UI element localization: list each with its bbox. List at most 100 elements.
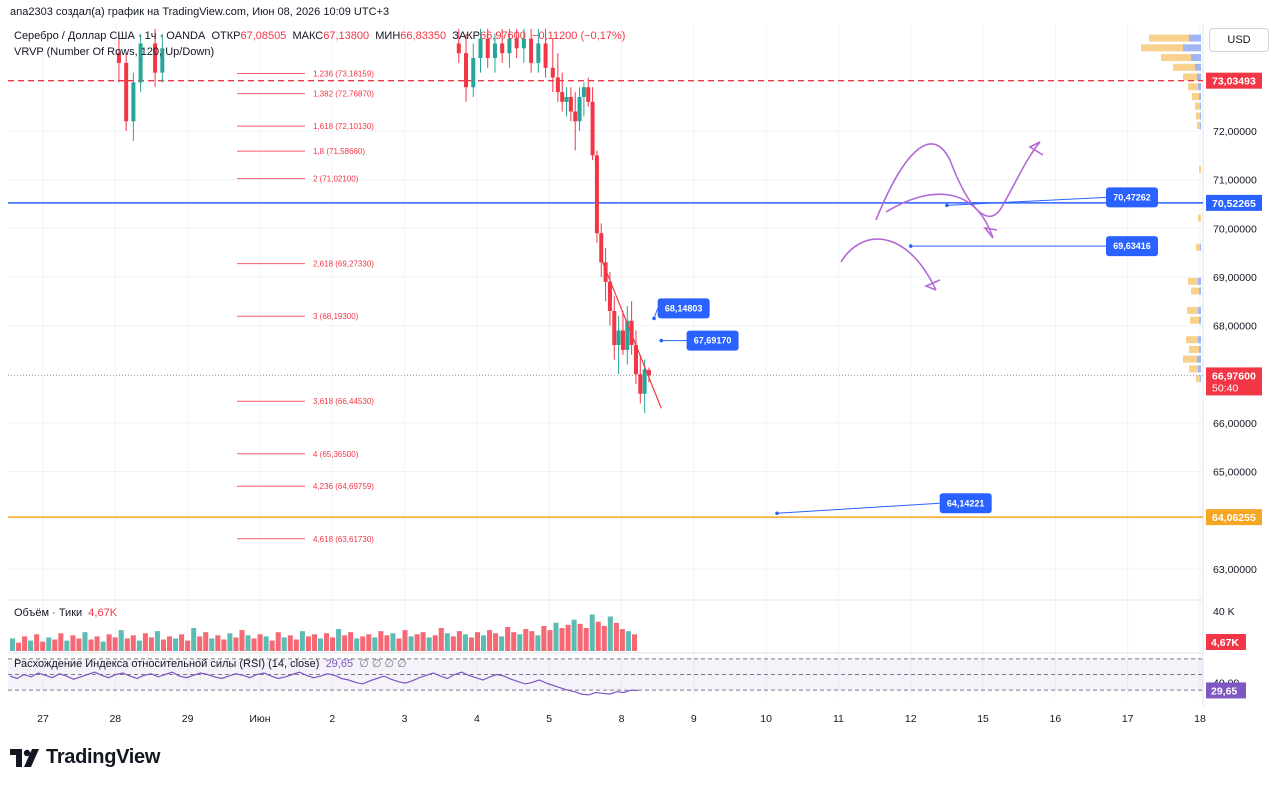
volume-bar bbox=[203, 632, 209, 651]
volume-bar bbox=[607, 616, 613, 651]
volume-bar bbox=[583, 628, 589, 651]
volume-bar bbox=[70, 635, 76, 651]
fib-label: 4,236 (64,69759) bbox=[313, 482, 374, 491]
volume-bar bbox=[76, 638, 82, 651]
profile-bar-up bbox=[1200, 102, 1201, 110]
price-tick: 71,00000 bbox=[1213, 175, 1257, 187]
volume-legend[interactable]: Объём · Тики 4,67K bbox=[14, 607, 117, 619]
fib-label: 4 (65,36500) bbox=[313, 450, 359, 459]
symbol-legend[interactable]: Серебро / Доллар США · 1ч · OANDA ОТКР67… bbox=[14, 30, 625, 42]
profile-bar-up bbox=[1198, 83, 1201, 91]
fib-label: 2 (71,02100) bbox=[313, 175, 359, 184]
candle-body bbox=[616, 330, 621, 346]
profile-bar-up bbox=[1183, 44, 1201, 52]
rsi-legend[interactable]: Расхождение Индекса относительной силы (… bbox=[14, 657, 407, 670]
low-value: 66,83350 bbox=[400, 30, 447, 42]
time-axis[interactable]: 27 28 29 Июн 2 3 4 5 8 9 10 11 12 15 16 17 18 bbox=[37, 713, 1206, 725]
callout-label: 67,69170 bbox=[694, 336, 732, 346]
volume-bar bbox=[251, 638, 257, 651]
indicator-legend[interactable]: VRVP (Number Of Rows, 120, Up/Down) bbox=[14, 46, 215, 58]
profile-bar-down bbox=[1196, 375, 1200, 383]
volume-bar bbox=[269, 640, 275, 651]
profile-bar-up bbox=[1198, 277, 1201, 285]
time-tick: 18 bbox=[1194, 713, 1206, 725]
price-tag bbox=[1206, 72, 1262, 89]
volume-bar bbox=[124, 638, 130, 651]
time-tick: 15 bbox=[977, 713, 989, 725]
logo-text: TradingView bbox=[46, 746, 161, 768]
profile-bar-up bbox=[1200, 375, 1201, 383]
candle-body bbox=[507, 38, 512, 54]
drawings[interactable] bbox=[599, 141, 1044, 409]
volume-bar bbox=[487, 630, 493, 651]
arrow-head bbox=[1028, 141, 1044, 156]
candle-body bbox=[514, 38, 519, 49]
candle-body bbox=[478, 38, 483, 59]
volume-bar bbox=[221, 639, 227, 651]
profile-bar-down bbox=[1149, 34, 1189, 42]
volume-bar bbox=[118, 630, 124, 651]
price-tick: 69,00000 bbox=[1213, 272, 1257, 284]
trend-line bbox=[599, 254, 662, 409]
candles bbox=[116, 28, 651, 414]
volume-bar bbox=[311, 634, 317, 651]
volume-bar bbox=[390, 633, 396, 651]
candle-body bbox=[625, 320, 630, 350]
time-tick: 27 bbox=[37, 713, 49, 725]
profile-bar-up bbox=[1195, 63, 1201, 71]
candle-body bbox=[581, 87, 586, 97]
candle-body bbox=[131, 82, 136, 122]
volume-bar bbox=[179, 634, 185, 651]
profile-bar-down bbox=[1197, 122, 1200, 130]
volume-bar bbox=[348, 632, 354, 651]
fib-extension[interactable]: 1,236 (73,18159) 1,382 (72,76870) 1,618 (7… bbox=[237, 70, 374, 544]
volume-bar bbox=[154, 631, 160, 651]
fib-label: 3 (68,19300) bbox=[313, 312, 359, 321]
profile-bar-up bbox=[1200, 112, 1201, 120]
volume-bar bbox=[239, 630, 245, 651]
volume-bar bbox=[619, 629, 625, 651]
candle-body bbox=[500, 43, 505, 54]
tradingview-logo[interactable]: TradingView bbox=[10, 746, 160, 769]
annotations[interactable]: 70,47262 69,63416 68,14803 67,69170 64,14221 bbox=[652, 187, 1158, 516]
candle-body bbox=[160, 48, 165, 73]
time-tick: 2 bbox=[329, 713, 335, 725]
fib-label: 4,618 (63,61730) bbox=[313, 535, 374, 544]
volume-bar bbox=[565, 624, 571, 651]
volume-bar bbox=[541, 625, 547, 651]
price-axis[interactable]: 72,00000 71,00000 70,00000 69,00000 68,00000… bbox=[1206, 72, 1262, 576]
profile-bar-down bbox=[1196, 243, 1200, 251]
grid-lines bbox=[8, 24, 1204, 706]
profile-bar-up bbox=[1197, 73, 1201, 81]
candle-body bbox=[116, 53, 121, 63]
volume-bar bbox=[10, 638, 16, 651]
volume-bar bbox=[613, 622, 619, 651]
profile-bar-up bbox=[1198, 307, 1201, 314]
volume-bar bbox=[468, 637, 474, 651]
volume-bar bbox=[160, 639, 166, 651]
freehand-arrow bbox=[875, 141, 1041, 221]
last-price-label: 66,97600 bbox=[1212, 370, 1256, 382]
volume-axis-label: 40 K bbox=[1213, 606, 1235, 618]
candle-body bbox=[536, 43, 541, 63]
profile-bar-down bbox=[1173, 63, 1195, 71]
candle-body bbox=[573, 111, 578, 122]
currency-button[interactable]: USD bbox=[1209, 28, 1269, 52]
volume-bar bbox=[130, 635, 136, 651]
candle-body bbox=[620, 330, 625, 350]
volume-bar bbox=[88, 639, 94, 651]
profile-bar-up bbox=[1199, 345, 1201, 353]
profile-bar-down bbox=[1186, 336, 1198, 344]
rsi-tag-label: 29,65 bbox=[1211, 685, 1237, 697]
volume-bar bbox=[40, 641, 46, 651]
volume-bar bbox=[523, 629, 529, 651]
volume-bar bbox=[414, 634, 420, 651]
volume-bar bbox=[625, 631, 631, 651]
profile-bar-up bbox=[1200, 243, 1201, 251]
callout-leader bbox=[946, 196, 1107, 206]
volume-bar bbox=[559, 628, 565, 651]
volume-bar bbox=[589, 614, 595, 651]
candle-body bbox=[471, 58, 476, 88]
callout-box bbox=[686, 330, 739, 351]
